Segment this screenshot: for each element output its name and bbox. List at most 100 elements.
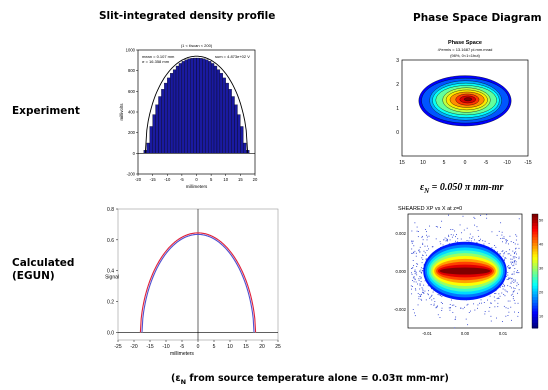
scatter-point <box>490 315 492 317</box>
row-label-calculated: Calculated (EGUN) <box>12 257 74 283</box>
scatter-point <box>479 240 481 242</box>
scatter-point <box>517 272 519 274</box>
scatter-point <box>412 280 414 281</box>
scatter-point <box>411 267 413 269</box>
scatter-point <box>513 287 515 289</box>
scatter-point <box>422 254 423 256</box>
chart-title: SHEARED XP vs X at z=0 <box>398 206 462 212</box>
scatter-point <box>484 240 486 242</box>
x-tick-label: -5 <box>180 344 185 350</box>
series-line-red <box>139 232 257 333</box>
scatter-point <box>460 307 461 309</box>
scatter-point <box>413 281 415 283</box>
scatter-point <box>414 315 416 317</box>
scatter-point <box>412 251 414 253</box>
colorbar-tick-label: 50 <box>539 219 543 223</box>
scatter-point <box>422 244 424 245</box>
bar <box>181 61 185 154</box>
scatter-point <box>507 307 509 309</box>
scatter-point <box>421 272 423 273</box>
scatter-point <box>513 260 515 262</box>
scatter-point <box>448 243 450 245</box>
scatter-point <box>502 288 504 290</box>
y-tick-label: 0.0 <box>107 330 114 336</box>
colorbar-segment <box>532 265 538 269</box>
scatter-point <box>455 316 457 318</box>
scatter-point <box>504 284 506 286</box>
colorbar-segment <box>532 248 538 252</box>
bar <box>178 63 183 154</box>
scatter-point <box>437 305 438 307</box>
scatter-point <box>510 254 512 256</box>
scatter-point <box>425 258 427 260</box>
scatter-point <box>426 236 428 238</box>
scatter-point <box>474 218 476 220</box>
scatter-point <box>473 216 475 218</box>
scatter-point <box>509 285 511 287</box>
scatter-point <box>518 311 519 313</box>
scatter-point <box>423 292 425 294</box>
scatter-point <box>416 266 418 267</box>
bar <box>202 58 206 154</box>
bar <box>196 57 200 154</box>
colorbar-segment <box>532 251 538 255</box>
scatter-point <box>508 277 510 279</box>
scatter-point <box>484 311 486 313</box>
scatter-point <box>510 294 512 296</box>
scatter-point <box>496 317 497 319</box>
scatter-point <box>416 274 418 276</box>
scatter-point <box>456 234 457 236</box>
scatter-point <box>511 277 513 279</box>
scatter-point <box>513 271 515 273</box>
colorbar-segment <box>532 282 538 286</box>
scatter-point <box>422 291 423 293</box>
scatter-point <box>512 279 514 281</box>
scatter-point <box>502 255 504 257</box>
colorbar-segment <box>532 288 538 292</box>
scatter-point <box>518 272 520 274</box>
scatter-point <box>512 298 514 300</box>
bar <box>234 104 238 154</box>
scatter-point <box>505 315 507 317</box>
scatter-point <box>452 229 454 231</box>
x-tick-label: 10 <box>227 344 233 350</box>
scatter-point <box>513 257 515 259</box>
scatter-point <box>433 304 435 306</box>
scatter-point <box>428 235 430 237</box>
scatter-point <box>448 234 449 236</box>
bar <box>193 57 197 154</box>
annotation-mean: mean = 0.107 mm <box>142 54 175 59</box>
scatter-point <box>517 243 519 245</box>
scatter-point <box>430 304 432 306</box>
emittance-label: εN = 0.050 π mm-mr <box>420 182 503 195</box>
bar <box>158 96 162 154</box>
scatter-point <box>514 279 516 281</box>
scatter-point <box>508 268 510 269</box>
scatter-point <box>425 228 427 230</box>
y-tick-label: 0.2 <box>107 299 114 305</box>
scatter-point <box>512 293 514 295</box>
scatter-point <box>413 276 415 278</box>
scatter-point <box>425 259 427 261</box>
scatter-point <box>469 237 471 239</box>
scatter-point <box>509 249 511 251</box>
scatter-point <box>516 253 517 255</box>
scatter-point <box>414 269 416 271</box>
scatter-point <box>421 236 423 238</box>
colorbar-segment <box>532 296 538 300</box>
bar <box>155 104 159 154</box>
scatter-point <box>455 240 457 242</box>
scatter-point <box>441 220 443 222</box>
scatter-point <box>494 292 496 294</box>
scatter-point <box>518 256 520 258</box>
footer-subscript: N <box>180 377 187 386</box>
scatter-point <box>425 254 427 256</box>
colorbar-segment <box>532 239 538 243</box>
scatter-point <box>516 282 518 284</box>
x-tick-label: -5 <box>180 177 184 182</box>
x-tick-label: -15 <box>150 177 157 182</box>
scatter-point <box>450 229 452 230</box>
scatter-point <box>430 295 432 297</box>
scatter-point <box>513 264 515 266</box>
x-tick-label: 25 <box>275 344 281 350</box>
